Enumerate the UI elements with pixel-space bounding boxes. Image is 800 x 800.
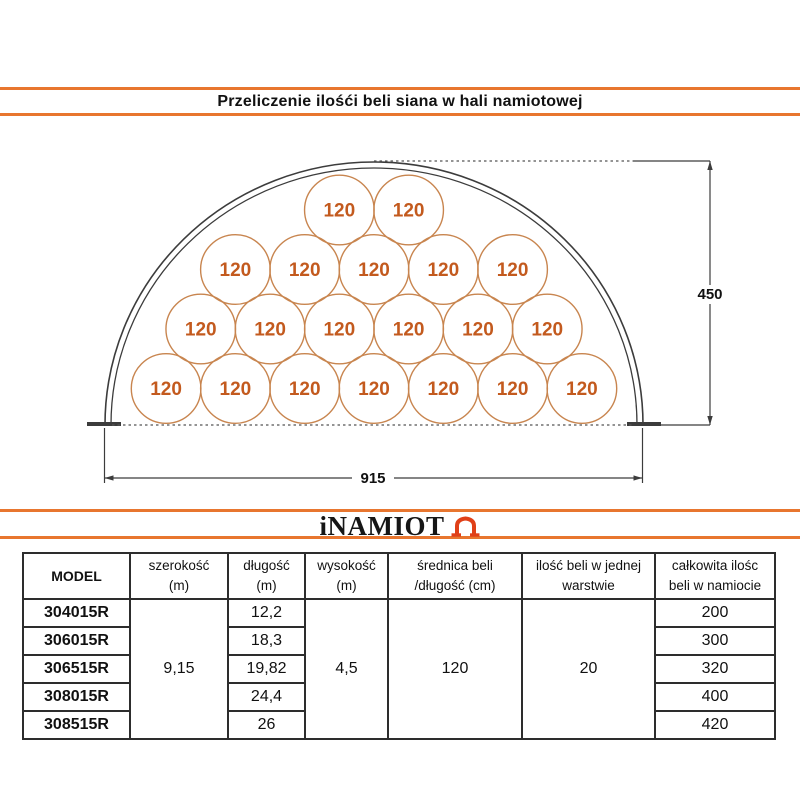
bale-label: 120 bbox=[393, 320, 425, 341]
dlugosc-cell: 19,82 bbox=[227, 654, 306, 684]
bale-label: 120 bbox=[185, 320, 217, 341]
bale-label: 120 bbox=[531, 320, 563, 341]
model-cell: 306015R bbox=[22, 626, 131, 656]
bale-label: 120 bbox=[393, 201, 425, 222]
table-row: 304015R 9,15 12,2 4,5 120 20 200 bbox=[22, 598, 776, 740]
bale-label: 120 bbox=[462, 320, 494, 341]
col-header-model: MODEL bbox=[22, 552, 131, 600]
header-text: długość bbox=[243, 557, 290, 573]
col-header-ilosc-warstwa: ilość beli w jednej warstwie bbox=[521, 552, 656, 600]
dlugosc-cell: 24,4 bbox=[227, 682, 306, 712]
header-unit: (m) bbox=[336, 578, 357, 593]
width-label-bg bbox=[352, 469, 394, 487]
tent-arch-inner bbox=[110, 167, 638, 426]
bale-label: 120 bbox=[220, 379, 252, 400]
bale-label: 120 bbox=[150, 379, 182, 400]
calkowita-cell: 300 bbox=[654, 626, 776, 656]
col-header-dlugosc: długość (m) bbox=[227, 552, 306, 600]
wysokosc-cell: 4,5 bbox=[304, 598, 389, 740]
bale-label: 120 bbox=[220, 260, 252, 281]
left-foot bbox=[87, 422, 121, 426]
page-title: Przeliczenie ilośći beli siana w hali na… bbox=[217, 92, 583, 110]
logo-band: iNAMIOT bbox=[0, 509, 800, 541]
bale-circle bbox=[477, 233, 549, 305]
model-cell: 308015R bbox=[22, 682, 131, 712]
bale-label: 120 bbox=[358, 260, 390, 281]
dlugosc-cell: 18,3 bbox=[227, 626, 306, 656]
bale-label: 120 bbox=[358, 379, 390, 400]
header-unit: (m) bbox=[168, 578, 190, 593]
bale-stack: 120 120 120 120 120 120 120 120 120 120 120 120 120 1… bbox=[130, 174, 618, 424]
arrow-up-icon bbox=[707, 161, 713, 170]
bale-label: 120 bbox=[289, 379, 321, 400]
table-row: 308015R 24,4 400 bbox=[22, 682, 776, 712]
bale-label: 120 bbox=[497, 260, 529, 281]
model-cell: 304015R bbox=[22, 598, 131, 628]
bale-label: 120 bbox=[323, 201, 355, 222]
header-text: beli w namiocie bbox=[668, 578, 762, 593]
header-text: MODEL bbox=[51, 567, 102, 584]
height-label-bg bbox=[691, 285, 729, 304]
col-header-wysokosc: wysokość (m) bbox=[304, 552, 389, 600]
bale-circle bbox=[373, 174, 445, 246]
header-text: wysokość bbox=[317, 557, 376, 573]
tent-arch-icon bbox=[451, 516, 479, 537]
dlugosc-cell: 12,2 bbox=[227, 598, 306, 628]
bale-label: 120 bbox=[323, 320, 355, 341]
table-row: 306015R 18,3 300 bbox=[22, 626, 776, 656]
right-foot bbox=[627, 422, 661, 426]
bale-label: 120 bbox=[427, 379, 459, 400]
title-band: Przeliczenie ilośći beli siana w hali na… bbox=[0, 87, 800, 116]
col-header-srednica: średnica beli/długość (cm) bbox=[387, 552, 523, 600]
width-dimension-label: 915 bbox=[360, 470, 385, 487]
table-row: 306515R 19,82 320 bbox=[22, 654, 776, 684]
header-text: szerokość bbox=[148, 557, 210, 573]
calkowita-cell: 400 bbox=[654, 682, 776, 712]
bale-circle bbox=[511, 293, 583, 365]
header-text: warstwie bbox=[562, 578, 615, 593]
calkowita-cell: 320 bbox=[654, 654, 776, 684]
col-header-calkowita: całkowita ilośc beli w namiocie bbox=[654, 552, 776, 600]
model-cell: 306515R bbox=[22, 654, 131, 684]
header-text: całkowita ilośc bbox=[671, 557, 759, 573]
tent-arch-outer bbox=[104, 161, 644, 426]
ilosc-warstwa-cell: 20 bbox=[521, 598, 656, 740]
header-text: średnica beli bbox=[417, 557, 493, 573]
szerokosc-cell: 9,15 bbox=[129, 598, 229, 740]
width-dimension: 915 bbox=[103, 428, 644, 487]
calkowita-cell: 200 bbox=[654, 598, 776, 628]
arrow-down-icon bbox=[707, 416, 713, 425]
model-cell: 308515R bbox=[22, 710, 131, 740]
bale-label: 120 bbox=[497, 379, 529, 400]
calkowita-cell: 420 bbox=[654, 710, 776, 740]
arrow-right-icon bbox=[633, 475, 643, 481]
col-header-szerokosc: szerokość (m) bbox=[129, 552, 229, 600]
arrow-left-icon bbox=[104, 475, 114, 481]
spec-table: MODEL szerokość (m) długość (m) wysokość (m… bbox=[22, 552, 776, 740]
logo: iNAMIOT bbox=[319, 511, 481, 541]
header-unit: (m) bbox=[256, 578, 277, 593]
bale-label: 120 bbox=[427, 260, 459, 281]
srednica-cell: 120 bbox=[387, 598, 523, 740]
bale-circle bbox=[546, 352, 618, 424]
tent-diagram: 120 120 120 120 120 120 120 120 120 120 120 120 120 1… bbox=[87, 160, 729, 487]
header-unit: /długość (cm) bbox=[414, 578, 496, 593]
height-dimension: 450 bbox=[691, 161, 729, 425]
dlugosc-cell: 26 bbox=[227, 710, 306, 740]
logo-text: iNAMIOT bbox=[319, 511, 445, 541]
bale-label: 120 bbox=[254, 320, 286, 341]
table-row: 308515R 26 420 bbox=[22, 710, 776, 740]
header-row: MODEL szerokość (m) długość (m) wysokość (m… bbox=[22, 552, 776, 600]
header-text: ilość beli w jednej bbox=[535, 557, 642, 573]
bale-label: 120 bbox=[566, 379, 598, 400]
height-dimension-label: 450 bbox=[697, 286, 722, 303]
bale-label: 120 bbox=[289, 260, 321, 281]
